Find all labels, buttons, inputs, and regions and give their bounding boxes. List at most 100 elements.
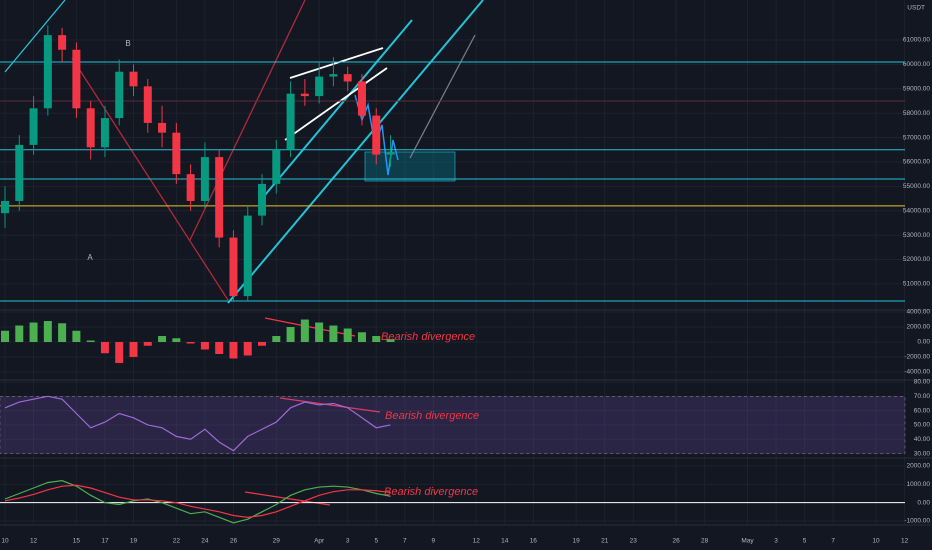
y-tick-label: 56000.00 [903, 159, 930, 166]
candle-body [272, 149, 281, 184]
histogram-bar [315, 322, 324, 343]
candle-body [15, 144, 24, 201]
candle-body [72, 49, 81, 109]
y-tick-label: 70.00 [914, 393, 931, 400]
histogram-bar [86, 340, 95, 343]
y-tick-label: 0.00 [917, 499, 930, 506]
x-tick-label: 9 [432, 538, 436, 545]
histogram-bar [72, 330, 81, 343]
y-tick-label: 57000.00 [903, 134, 930, 141]
x-tick-label: 10 [1, 538, 9, 545]
x-tick-label: 15 [73, 538, 81, 545]
x-tick-label: 19 [573, 538, 581, 545]
trend-line [189, 0, 306, 241]
annotation: Bearish divergence [381, 331, 475, 343]
y-tick-label: 50.00 [914, 422, 931, 429]
wave-label: A [87, 253, 93, 262]
candle-body [243, 215, 252, 297]
y-tick-label: 40.00 [914, 436, 931, 443]
candle-body [86, 108, 95, 148]
candle-body [372, 115, 381, 155]
candle-body [100, 118, 109, 148]
x-tick-label: 22 [173, 538, 181, 545]
candle-body [29, 108, 38, 145]
y-tick-label: 51000.00 [903, 281, 930, 288]
candle-body [286, 93, 295, 150]
histogram-bar [200, 342, 209, 350]
grid [0, 0, 906, 525]
candle-body [43, 35, 52, 109]
candle-body [229, 237, 238, 297]
candle-body [215, 157, 224, 238]
histogram-bar [0, 330, 9, 343]
histogram-bar [357, 332, 366, 343]
candle-body [315, 76, 324, 97]
x-tick-label: 19 [130, 538, 138, 545]
candle-body [200, 157, 209, 201]
indicator-line [4, 480, 391, 524]
y-tick-label: 1000.00 [907, 481, 931, 488]
candle-body [115, 71, 124, 119]
annotation: Bearish divergence [384, 486, 478, 498]
annotation: Bearish divergence [385, 410, 479, 422]
x-tick-label: 3 [346, 538, 350, 545]
x-tick-label: 7 [403, 538, 407, 545]
y-tick-label: 80.00 [914, 379, 931, 386]
divergence-line [264, 317, 356, 337]
histogram-bar [272, 336, 281, 343]
histogram-bar [158, 336, 167, 343]
histogram-bar [115, 342, 124, 363]
histogram-bar [372, 336, 381, 343]
y-tick-label: 52000.00 [903, 256, 930, 263]
y-tick-label: -1000.00 [904, 518, 930, 525]
wedge-line [289, 47, 384, 79]
indicator-line [4, 395, 391, 452]
x-tick-label: 12 [473, 538, 481, 545]
histogram-bar [100, 342, 109, 354]
x-tick-label: 29 [273, 538, 281, 545]
histogram-bar [300, 319, 309, 343]
histogram-bar [186, 342, 195, 344]
x-tick-label: 3 [774, 538, 778, 545]
indicator-line [4, 484, 391, 518]
histogram-bar [258, 342, 267, 346]
y-tick-label: 54000.00 [903, 207, 930, 214]
x-tick-label: 5 [374, 538, 378, 545]
histogram-bar [129, 342, 138, 357]
candle-body [386, 152, 395, 155]
x-tick-label: 26 [672, 538, 680, 545]
x-tick-label: 5 [803, 538, 807, 545]
candle-body [258, 183, 267, 216]
x-tick-label: 12 [30, 538, 38, 545]
unit-label: USDT [907, 5, 925, 12]
x-tick-label: 14 [501, 538, 509, 545]
y-tick-label: -2000.00 [904, 354, 930, 361]
x-tick-label: 26 [230, 538, 238, 545]
x-tick-label: 12 [901, 538, 909, 545]
x-tick-label: 21 [601, 538, 609, 545]
wave-label: B [125, 39, 130, 48]
projection-arrow [409, 34, 476, 159]
candle-body [158, 122, 167, 133]
histogram-bar [343, 328, 352, 343]
candle-body [186, 174, 195, 201]
y-tick-label: 0.00 [917, 339, 930, 346]
y-tick-label: 61000.00 [903, 37, 930, 44]
histogram-bar [229, 342, 238, 359]
x-tick-label: 24 [201, 538, 209, 545]
histogram-bar [29, 322, 38, 343]
y-tick-label: 60.00 [914, 407, 931, 414]
candle-body [143, 86, 152, 123]
histogram-bar [243, 342, 252, 356]
x-tick-label: 10 [872, 538, 880, 545]
candle-body [129, 71, 138, 87]
candle-body [343, 74, 352, 82]
x-tick-label: 7 [831, 538, 835, 545]
candle-body [357, 81, 366, 116]
x-tick-label: Apr [314, 538, 325, 545]
y-tick-label: -4000.00 [904, 369, 930, 376]
y-tick-label: 2000.00 [907, 463, 931, 470]
histogram-bar [215, 342, 224, 354]
histogram-bar [386, 339, 395, 343]
candle-body [58, 35, 67, 50]
